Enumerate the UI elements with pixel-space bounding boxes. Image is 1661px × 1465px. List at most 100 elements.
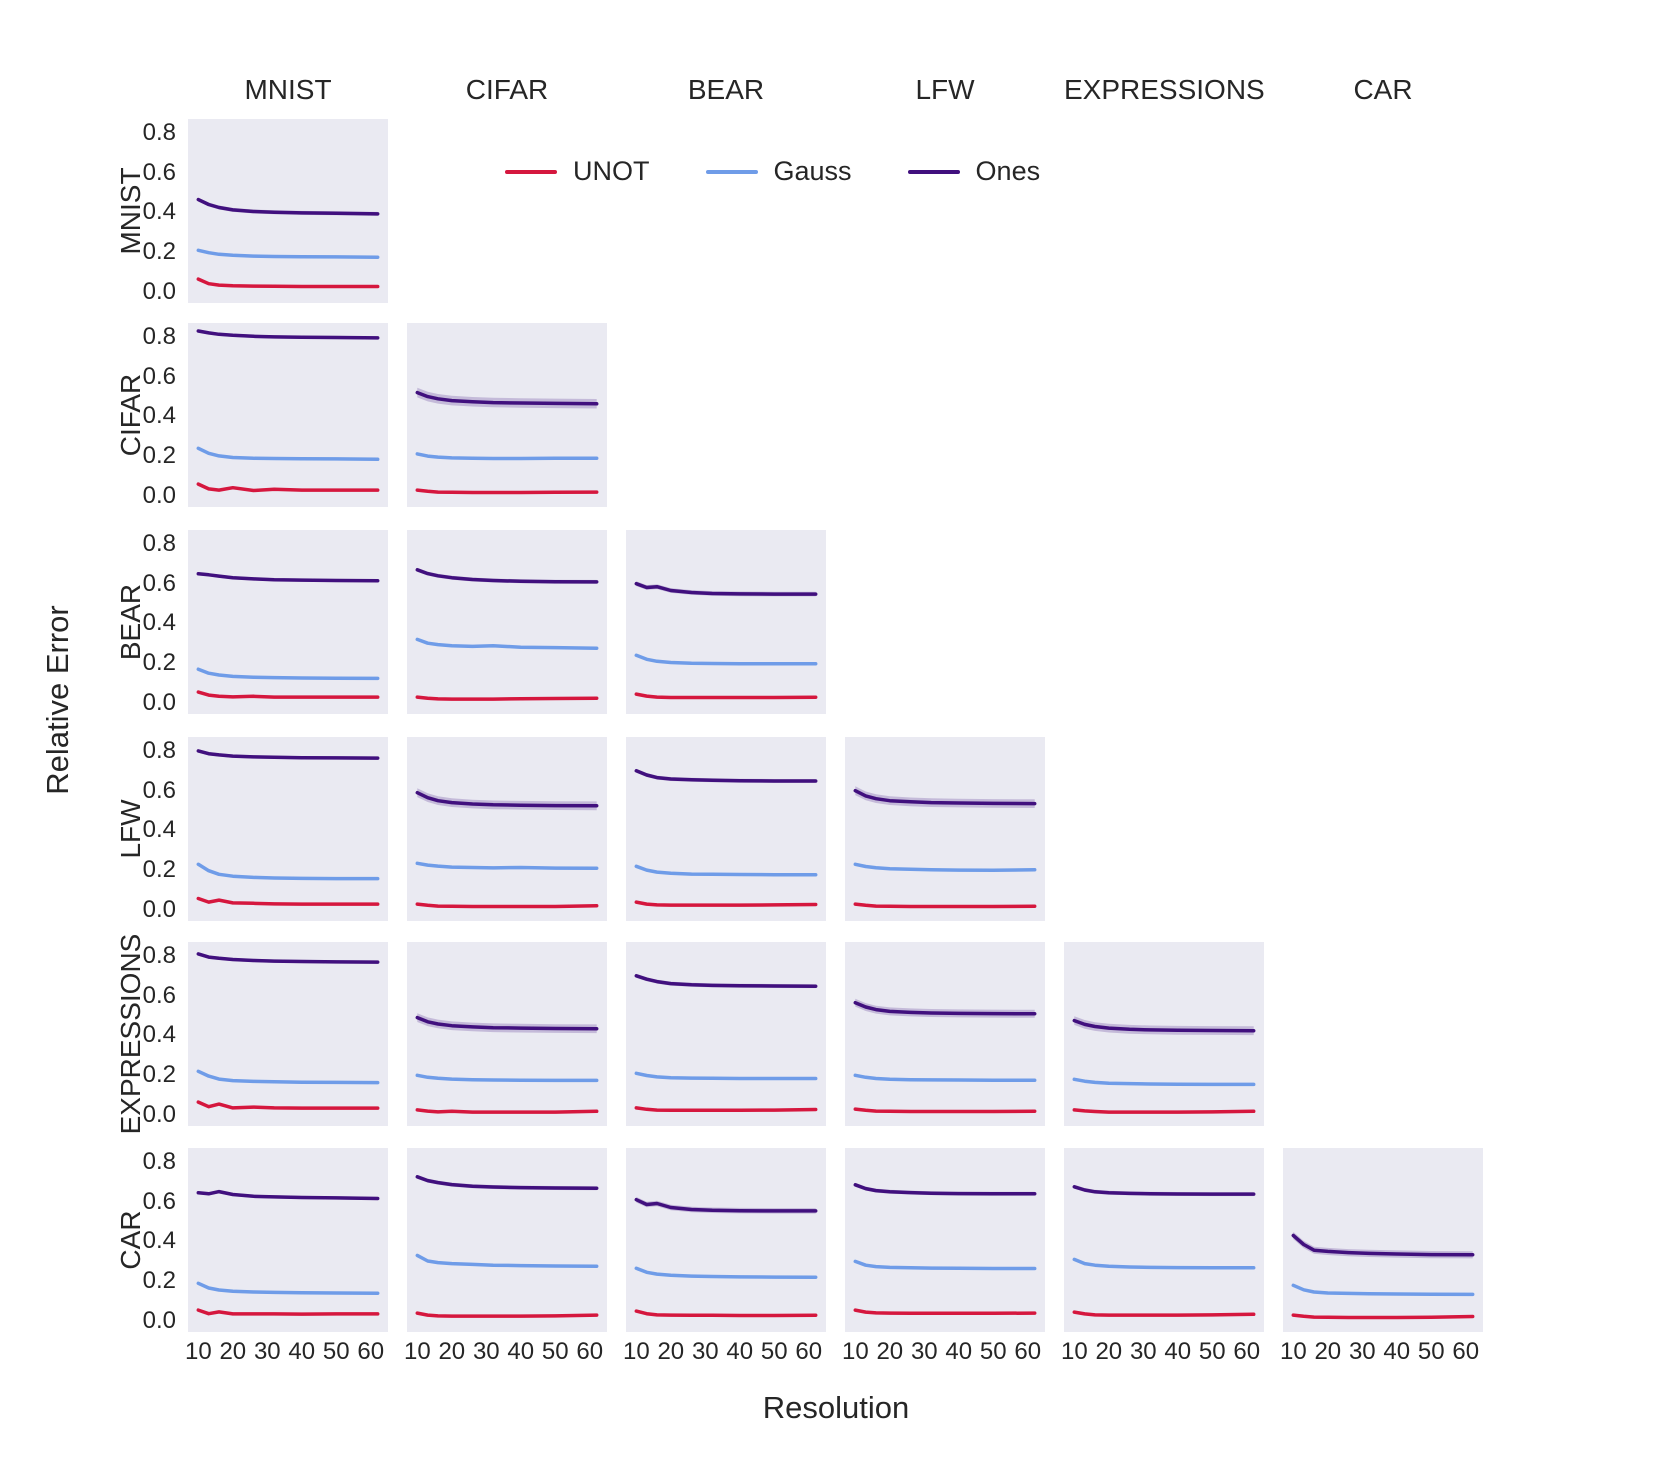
y-tick-label: 0.4 [142,816,176,844]
gauss-line [196,446,380,462]
subplot-car-lfw [845,1148,1045,1332]
column-header-mnist: MNIST [244,74,332,105]
ones-line [1072,1018,1256,1033]
gauss-line [634,653,818,666]
gauss-line [1291,1283,1475,1297]
ones-line [634,974,818,988]
ones-line [415,790,599,808]
x-tick-label: 40 [726,1338,754,1365]
unot-line [634,692,818,700]
subplot-expressions-cifar [407,942,607,1126]
gauss-line [853,862,1037,873]
unot-line [1291,1313,1475,1320]
subplot-canvas [853,998,1037,1114]
legend-label: Gauss [773,156,852,186]
unot-line [415,695,599,701]
x-tick-label: 20 [438,1338,466,1365]
subplot-canvas [196,952,380,1110]
x-tick-label: 10 [622,1338,650,1365]
x-tick-label: 20 [1314,1338,1342,1365]
subplot-expressions-lfw [845,942,1045,1126]
subplot-canvas [853,786,1037,909]
unot-line [415,488,599,495]
unot-line [196,482,380,493]
subplot-expressions-mnist [188,942,388,1126]
subplot-canvas [196,749,380,906]
y-tick-label: 0.6 [142,362,176,390]
gauss-line [196,667,380,681]
gauss-line [1072,1077,1256,1087]
subplot-canvas [1072,1016,1256,1114]
subplot-canvas [853,1182,1037,1316]
subplot-canvas [196,1189,380,1316]
gauss-line [853,1259,1037,1271]
ones-line [196,572,380,583]
x-tick-label: 20 [219,1338,247,1365]
subplot-car-car [1283,1148,1483,1332]
x-tick-label: 50 [1417,1338,1445,1365]
subplot-canvas [634,1196,818,1318]
y-tick-label: 0.0 [142,1101,176,1129]
x-tick-label: 40 [1383,1338,1411,1365]
gauss-line [196,1281,380,1295]
unot-line [196,896,380,906]
subplot-cifar-mnist [188,323,388,507]
unot-line [196,277,380,289]
x-tick-label: 10 [403,1338,431,1365]
unot-line [853,902,1037,909]
subplot-mnist-mnist [188,119,388,303]
gauss-line [634,864,818,877]
unot-line [196,1100,380,1110]
y-tick-label: 0.2 [142,442,176,470]
subplot-car-expressions [1064,1148,1264,1332]
unot-line [415,1311,599,1318]
ones-line [196,952,380,964]
subplot-canvas [1291,1231,1475,1320]
x-axis-label: Resolution [762,1390,910,1425]
gauss-line [634,1266,818,1280]
ones-line [196,749,380,760]
gauss-line [415,452,599,461]
ones-line [634,581,818,596]
gauss-line [196,862,380,881]
x-tick-label: 30 [472,1338,500,1365]
gauss-line [415,1253,599,1268]
y-tick-label: 0.6 [142,158,176,186]
subplot-canvas [415,567,599,701]
subplot-canvas [415,788,599,909]
gauss-line [415,861,599,871]
subplot-canvas [634,768,818,907]
ones-line [853,1183,1037,1196]
y-tick-label: 0.0 [142,1307,176,1335]
ones-line [415,390,599,406]
subplot-expressions-expressions [1064,942,1264,1126]
subplot-canvas [634,973,818,1113]
column-header-cifar: CIFAR [465,74,549,105]
y-tick-label: 0.8 [142,322,176,350]
y-tick-label: 0.2 [142,238,176,266]
x-tick-label: 30 [1129,1338,1157,1365]
gauss-line [634,1071,818,1081]
legend-entry-ones: Ones [907,156,1041,187]
x-tick-label: 50 [322,1338,350,1365]
legend-entry-gauss: Gauss [705,156,852,187]
legend-label: Ones [975,156,1041,186]
legend-line-icon [505,169,557,174]
y-tick-label: 0.4 [142,1021,176,1049]
x-tick-label: 60 [795,1338,823,1365]
y-tick-label: 0.2 [142,856,176,884]
y-axis-label: Relative Error [40,605,75,795]
x-tick-label: 10 [1060,1338,1088,1365]
x-tick-label: 50 [541,1338,569,1365]
unot-line [634,1106,818,1113]
unot-line [1072,1108,1256,1114]
unot-line [415,902,599,909]
subplot-bear-mnist [188,530,388,714]
subplot-canvas [1072,1184,1256,1317]
y-tick-label: 0.4 [142,402,176,430]
legend-label: UNOT [573,156,650,186]
column-header-lfw: LFW [915,74,975,105]
x-tick-label: 60 [1014,1338,1042,1365]
subplot-expressions-bear [626,942,826,1126]
